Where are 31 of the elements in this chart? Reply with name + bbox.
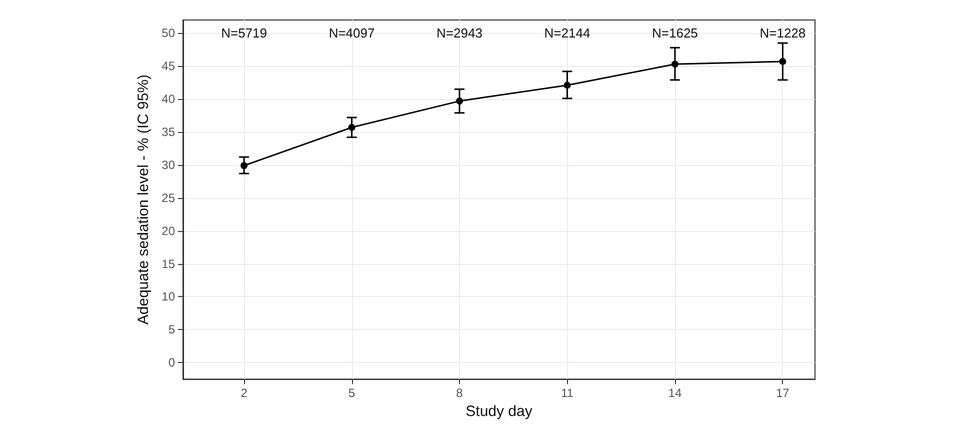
y-tick-label: 45	[162, 59, 176, 74]
x-tick-label: 5	[348, 386, 356, 400]
y-tick-label: 30	[162, 158, 176, 172]
x-tick-label: 8	[456, 386, 464, 400]
y-tick-label: 5	[168, 322, 176, 337]
annotation: N=5719	[221, 26, 267, 40]
y-tick-label: 35	[162, 125, 176, 140]
point	[348, 124, 356, 131]
annotation: N=1625	[652, 26, 698, 40]
y-axis-title: Adequate sedation level - % (IC 95%)	[134, 74, 152, 325]
annotation: N=2144	[544, 26, 590, 40]
point	[240, 162, 248, 170]
x-tick-label: 2	[240, 386, 248, 400]
x-tick-label: 17	[776, 386, 790, 400]
annotation: N=1228	[760, 26, 806, 40]
y-tick-label: 10	[162, 290, 176, 304]
y-tick-label: 20	[162, 224, 176, 238]
point	[671, 60, 678, 68]
y-tick-label: 50	[162, 26, 176, 40]
point	[779, 58, 786, 66]
x-tick-label: 11	[560, 386, 574, 400]
x-tick-label: 14	[668, 386, 682, 400]
y-tick-label: 15	[162, 256, 176, 271]
annotation: N=4097	[328, 26, 375, 40]
y-tick-label: 40	[162, 92, 176, 106]
y-tick-label: 25	[162, 190, 176, 205]
y-tick-label: 0	[168, 356, 176, 370]
point	[456, 98, 463, 105]
x-axis-title: Study day	[466, 403, 533, 420]
annotation: N=2943	[436, 26, 482, 40]
point	[564, 82, 571, 89]
